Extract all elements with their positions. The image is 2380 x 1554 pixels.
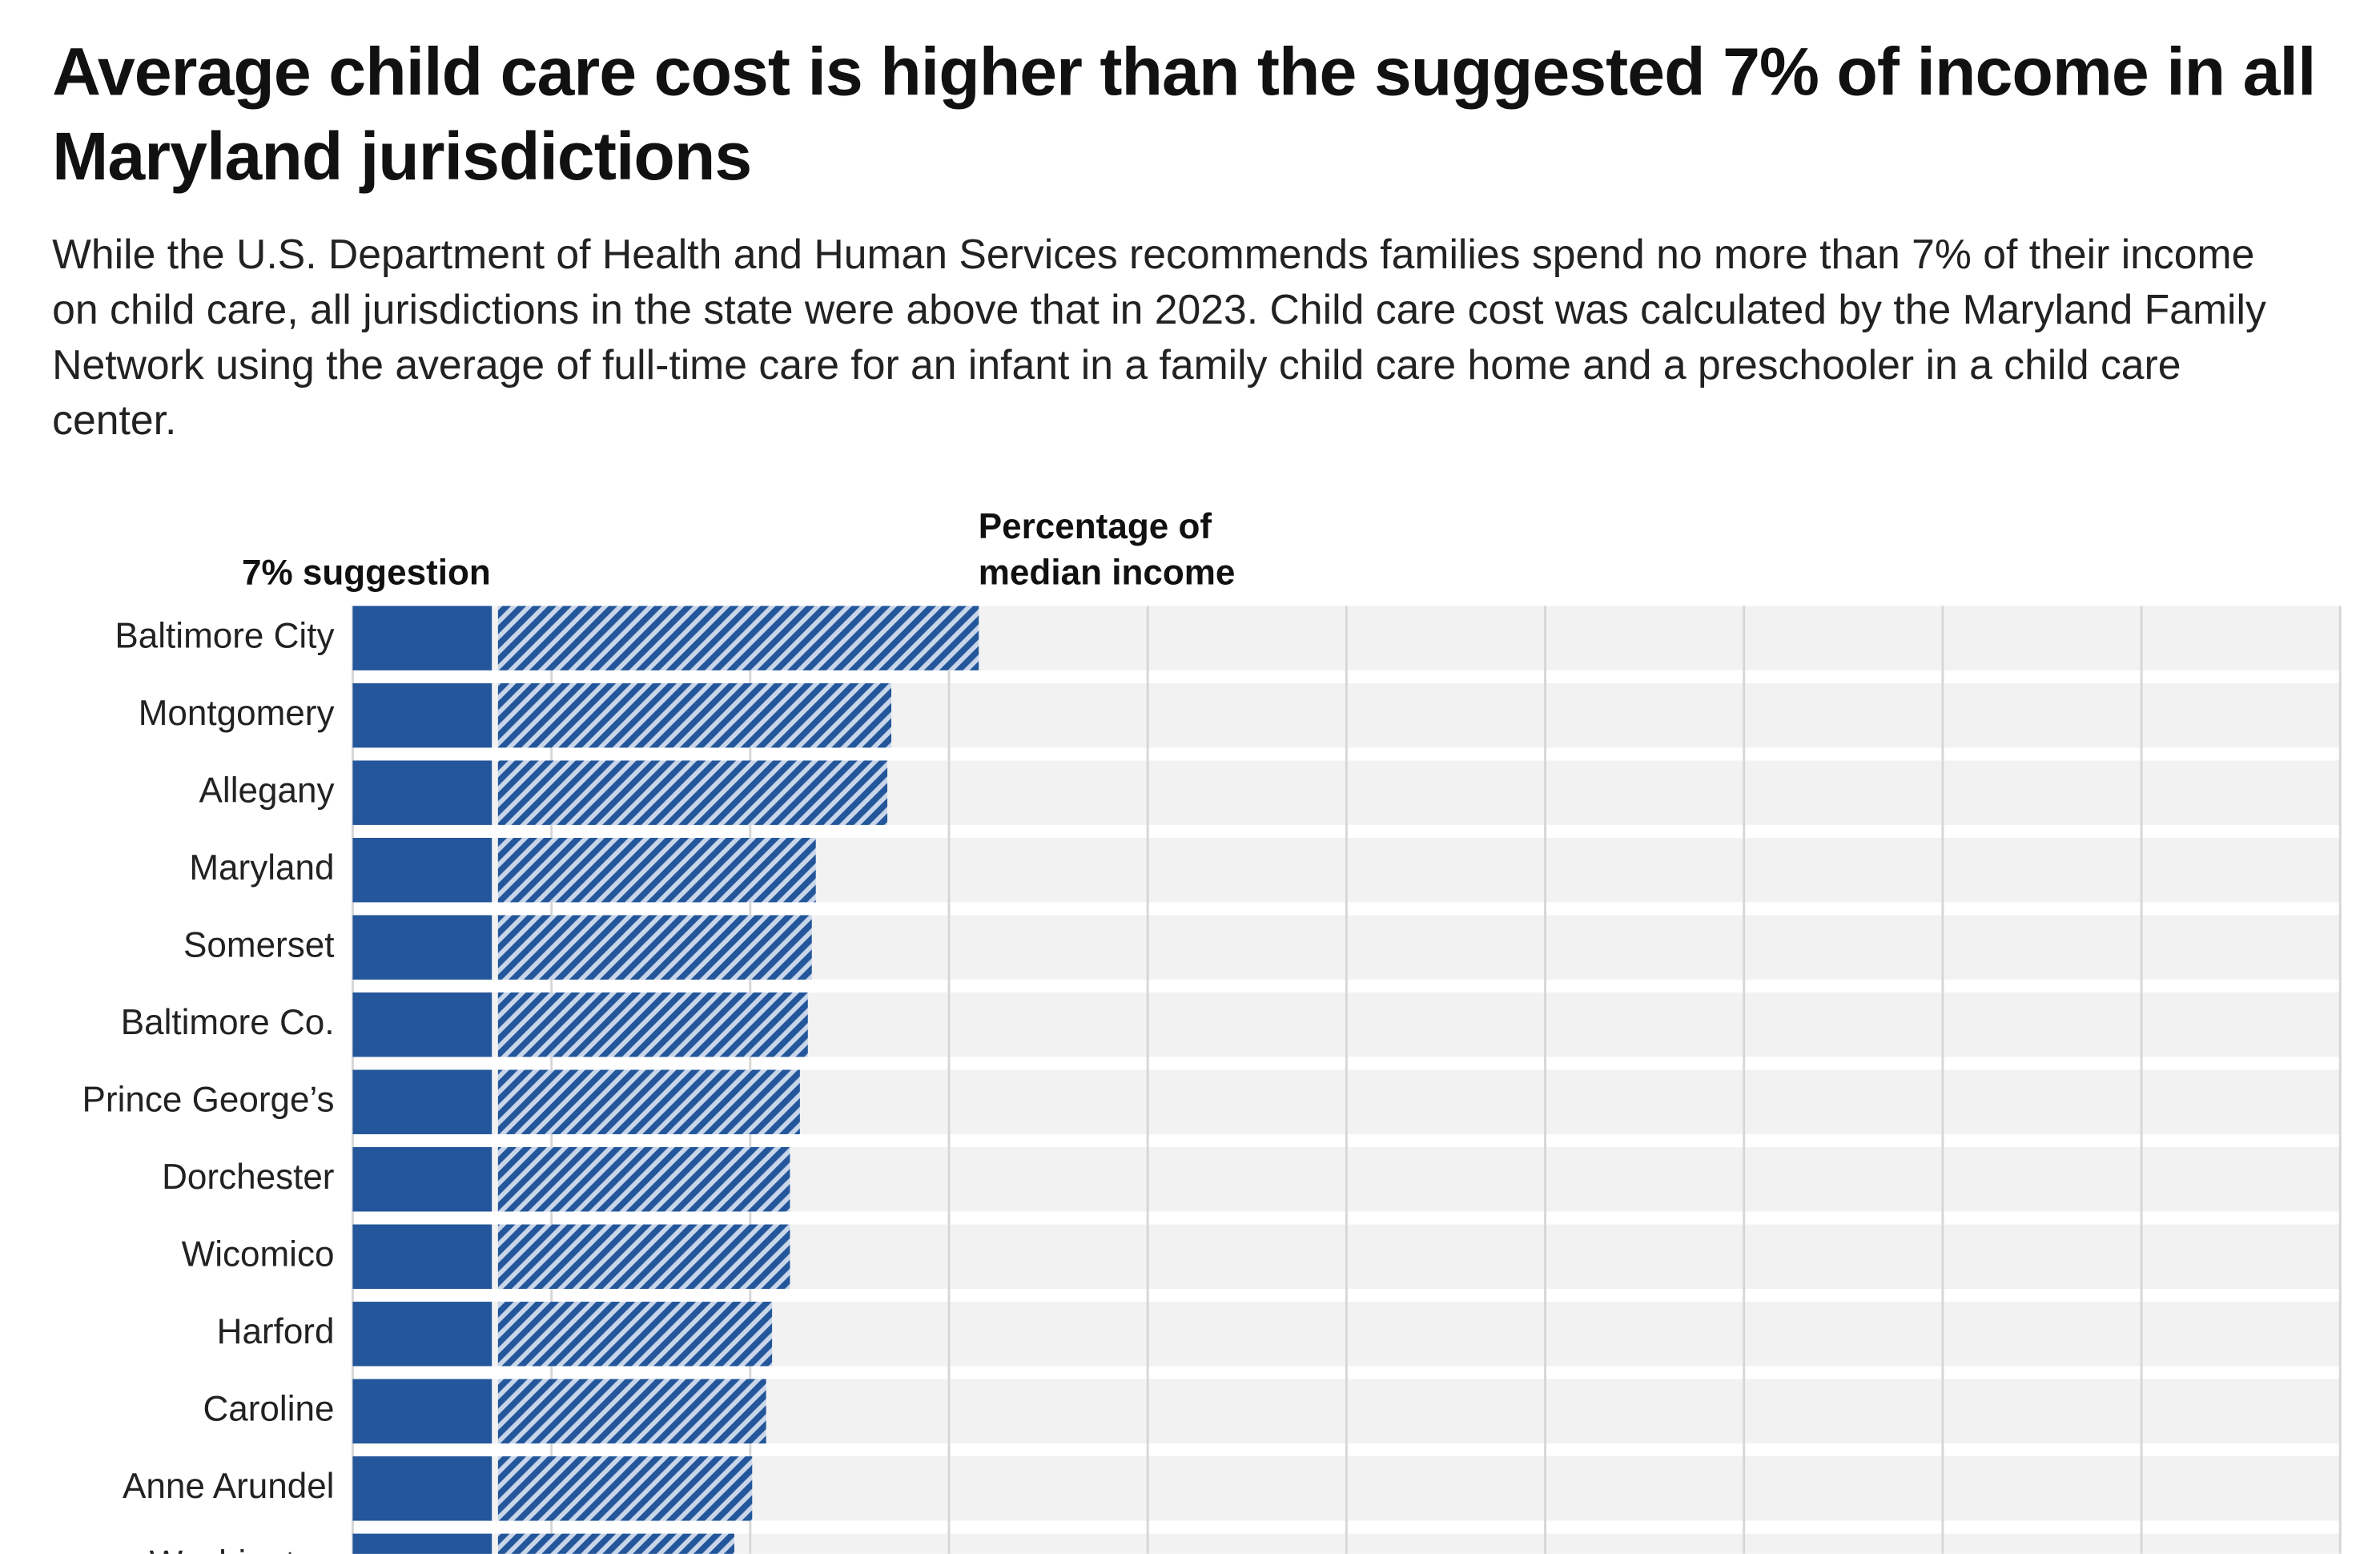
bar-income xyxy=(497,760,888,825)
y-tick-label: Washington xyxy=(150,1544,335,1553)
bar-suggestion xyxy=(352,1533,492,1554)
bar-suggestion xyxy=(352,1224,492,1289)
chart-subtitle: While the U.S. Department of Health and … xyxy=(52,231,2266,444)
bar-suggestion xyxy=(352,1302,492,1367)
y-tick-label: Maryland xyxy=(189,848,334,888)
bar-suggestion xyxy=(352,1069,492,1134)
y-tick-label: Baltimore City xyxy=(115,616,334,655)
bar-income xyxy=(497,606,979,670)
y-tick-label: Wicomico xyxy=(182,1234,335,1274)
bar-income xyxy=(497,1224,790,1289)
bar-suggestion xyxy=(352,1379,492,1444)
bar-suggestion xyxy=(352,1147,492,1212)
bar-income xyxy=(497,837,816,903)
legend-label: Percentage of median income xyxy=(978,505,1236,593)
y-tick-label: Montgomery xyxy=(139,694,335,733)
bar-suggestion xyxy=(352,1456,492,1521)
bar-income xyxy=(497,1456,753,1521)
chart-title: Average child care cost is higher than t… xyxy=(52,35,2316,195)
y-tick-label: Caroline xyxy=(203,1389,334,1428)
bar-income xyxy=(497,1302,773,1367)
bar-income xyxy=(497,682,892,748)
legend-label: 7% suggestion xyxy=(241,552,491,593)
y-tick-label: Somerset xyxy=(183,925,334,964)
bar-income xyxy=(497,1533,734,1554)
bar-suggestion xyxy=(352,682,492,748)
bar-suggestion xyxy=(352,837,492,903)
bar-income xyxy=(497,1069,800,1134)
y-tick-label: Harford xyxy=(217,1312,335,1351)
bar-income xyxy=(497,1147,790,1212)
y-tick-label: Baltimore Co. xyxy=(121,1003,335,1042)
y-tick-label: Dorchester xyxy=(162,1157,334,1197)
y-tick-label: Allegany xyxy=(199,771,335,810)
bar-income xyxy=(497,1379,766,1444)
bar-suggestion xyxy=(352,760,492,825)
y-tick-label: Prince George’s xyxy=(82,1080,335,1119)
bar-income xyxy=(497,992,808,1057)
bar-income xyxy=(497,915,812,980)
bar-suggestion xyxy=(352,915,492,980)
bar-suggestion xyxy=(352,992,492,1057)
y-tick-label: Anne Arundel xyxy=(123,1467,334,1506)
bar-suggestion xyxy=(352,606,492,670)
